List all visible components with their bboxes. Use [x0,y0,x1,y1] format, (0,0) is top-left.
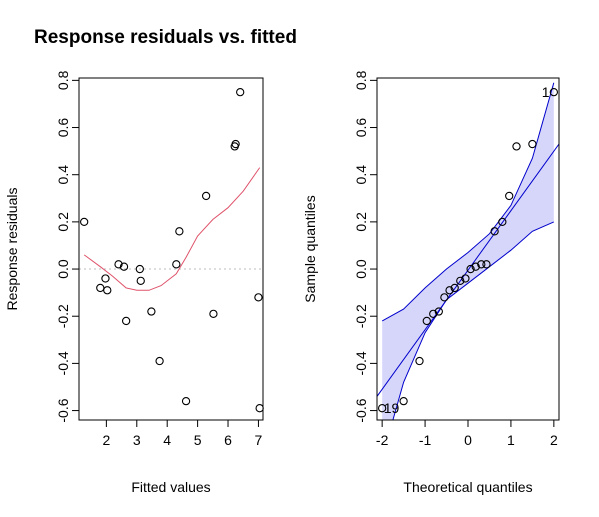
qq-reference-line [377,143,559,397]
x-axis-label: Theoretical quantiles [403,479,532,495]
x-tick-label: 0 [464,432,472,448]
data-point [528,139,537,149]
residuals-panel: 2 3 4 5 6 7 Fitted values -0.6 -0.4 -0.2 0.0 0.2 0.4… [4,70,264,495]
data-point [254,293,263,302]
data-point [231,139,240,149]
x-tick-label: -2 [376,432,389,448]
data-point [434,307,443,316]
data-point [147,307,156,316]
data-point [498,217,507,227]
x-tick-label: 2 [550,432,558,448]
data-point [101,274,110,283]
x-tick-label: 2 [102,432,110,448]
data-point [456,276,465,285]
qq-panel: 1 19 -2 -1 0 1 2 Theoretical quantiles -0.6 -0.4 -… [302,70,560,495]
data-point [155,356,164,366]
point-label: 19 [384,400,400,416]
data-point [103,286,112,295]
y-tick-label: 0.8 [55,70,71,90]
x-tick-label: 3 [133,432,141,448]
data-point [175,227,184,236]
data-point [181,396,191,406]
data-point [201,191,211,201]
data-point [505,191,514,201]
x-axis-label: Fitted values [131,479,210,495]
band-lower-line [392,221,555,420]
data-point [255,404,264,413]
x-tick-label: 1 [507,432,515,448]
y-tick-label: 0.8 [353,70,369,90]
y-tick-label: 0.4 [353,165,369,185]
point-label: 1 [542,84,550,100]
data-point [450,283,459,293]
y-tick-label: -0.6 [353,398,369,422]
data-point [172,260,181,269]
data-point [512,142,521,151]
confidence-band [382,82,554,420]
data-point [209,309,218,319]
data-point [399,396,408,406]
data-point [136,276,145,285]
y-tick-label: 0.0 [353,259,369,279]
y-tick-label: 0.4 [55,165,71,185]
band-upper-line [381,82,555,322]
y-axis-label: Response residuals [4,188,20,311]
data-point [135,264,144,274]
data-point [429,309,438,319]
data-point [236,88,245,97]
y-axis-label: Sample quantiles [302,195,318,302]
chart-title: Response residuals vs. fitted [34,27,297,48]
data-point [445,286,454,295]
data-point [422,316,431,326]
data-point [477,260,486,269]
y-tick-label: -0.2 [353,304,369,328]
data-point [415,356,424,366]
y-tick-label: 0.6 [55,118,71,138]
data-point [80,217,89,227]
data-point [440,293,449,302]
smooth-curve [83,167,261,291]
y-tick-label: -0.2 [55,304,71,328]
data-point [549,88,558,97]
x-tick-label: 7 [255,432,263,448]
y-tick-label: 0.2 [55,212,71,232]
data-point [114,260,123,269]
y-tick-label: -0.6 [55,398,71,422]
y-tick-label: 0.6 [353,118,369,138]
y-tick-label: -0.4 [353,351,369,375]
y-tick-label: 0.0 [55,259,71,279]
data-point [121,316,131,326]
data-point [482,260,491,269]
x-tick-label: 5 [194,432,202,448]
data-point [471,262,480,271]
plot-frame [78,77,264,421]
data-point [490,227,499,236]
data-point [466,264,475,274]
x-tick-label: 6 [224,432,232,448]
band-group [377,82,559,420]
x-tick-label: -1 [419,432,432,448]
data-point [119,262,129,271]
data-point [378,404,387,413]
x-tick-label: 4 [163,432,171,448]
data-point [96,283,105,293]
y-tick-label: -0.4 [55,351,71,375]
data-point [461,274,470,283]
y-tick-label: 0.2 [353,212,369,232]
